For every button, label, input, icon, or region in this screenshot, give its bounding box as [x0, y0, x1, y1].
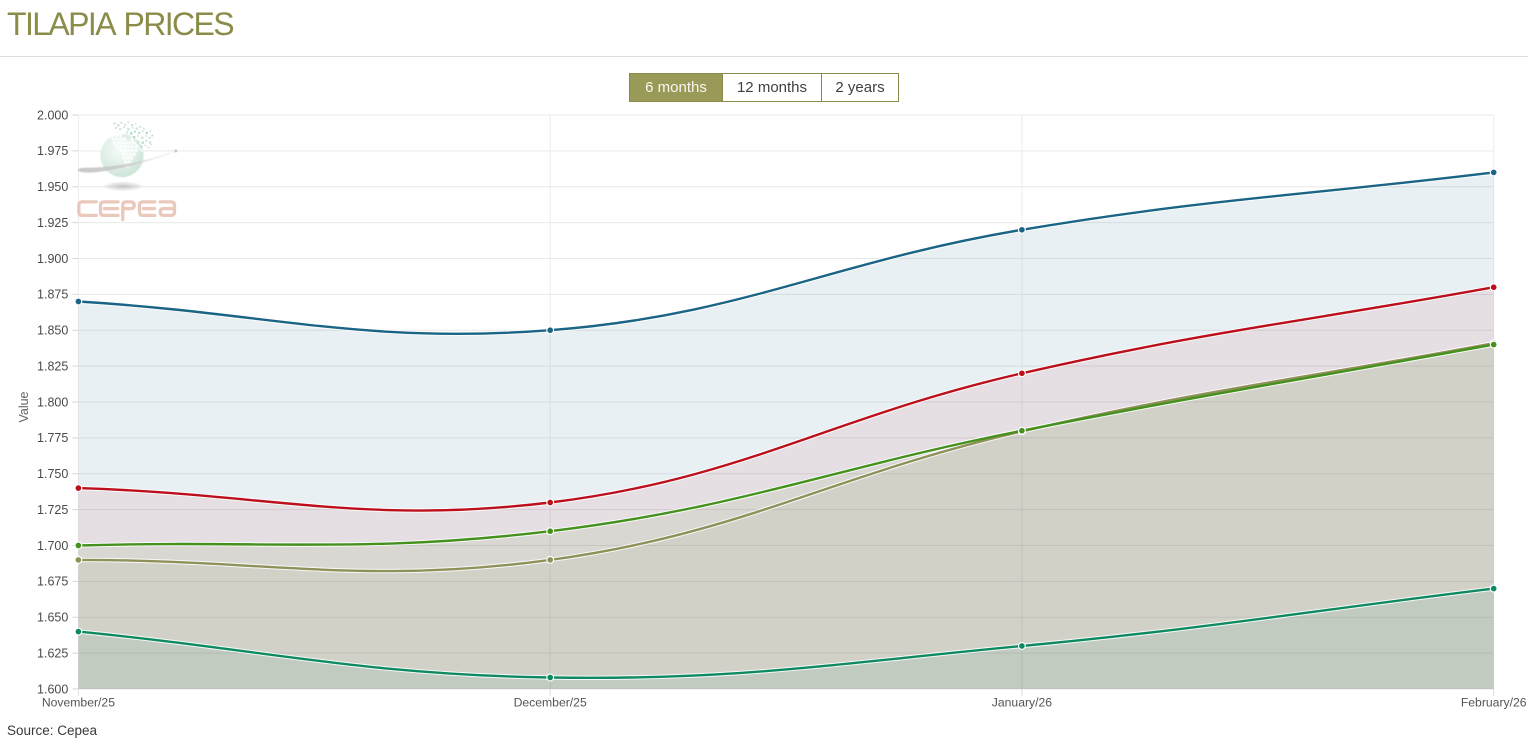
- svg-text:1.725: 1.725: [37, 503, 68, 517]
- svg-text:1.950: 1.950: [37, 180, 68, 194]
- svg-text:1.750: 1.750: [37, 467, 68, 481]
- svg-text:1.600: 1.600: [37, 682, 68, 696]
- svg-text:1.700: 1.700: [37, 539, 68, 553]
- svg-text:1.975: 1.975: [37, 144, 68, 158]
- svg-text:1.675: 1.675: [37, 575, 68, 589]
- svg-text:1.825: 1.825: [37, 359, 68, 373]
- svg-text:1.650: 1.650: [37, 611, 68, 625]
- svg-text:January/26: January/26: [992, 696, 1053, 710]
- svg-text:December/25: December/25: [514, 696, 587, 710]
- svg-text:1.875: 1.875: [37, 288, 68, 302]
- svg-text:1.625: 1.625: [37, 646, 68, 660]
- svg-text:1.775: 1.775: [37, 431, 68, 445]
- svg-text:1.925: 1.925: [37, 216, 68, 230]
- svg-text:1.850: 1.850: [37, 324, 68, 338]
- svg-text:1.900: 1.900: [37, 252, 68, 266]
- svg-text:1.800: 1.800: [37, 395, 68, 409]
- svg-text:February/26: February/26: [1461, 696, 1527, 710]
- svg-text:Value: Value: [17, 391, 31, 422]
- svg-text:2.000: 2.000: [37, 108, 68, 122]
- svg-text:November/25: November/25: [42, 696, 115, 710]
